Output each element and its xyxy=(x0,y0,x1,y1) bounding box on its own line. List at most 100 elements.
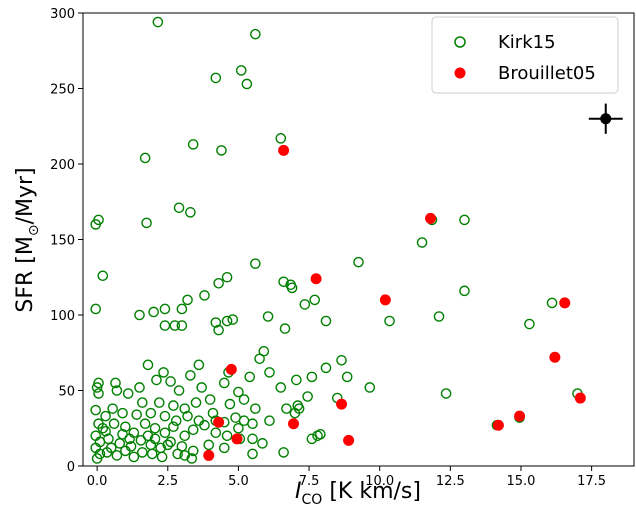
kirk15-point xyxy=(312,430,323,442)
brouillet05-point xyxy=(514,410,526,422)
x-tick-label: 2.5 xyxy=(157,474,178,489)
kirk15-point xyxy=(120,445,131,457)
x-tick-label: 5.0 xyxy=(228,474,249,489)
kirk15-point xyxy=(145,407,157,419)
kirk15-point xyxy=(151,374,162,386)
kirk15-point xyxy=(210,317,222,328)
kirk15-point xyxy=(185,370,196,381)
y-tick-label: 100 xyxy=(50,309,75,324)
legend-box xyxy=(431,16,619,94)
kirk15-point xyxy=(235,65,247,76)
kirk15-point xyxy=(105,442,117,454)
kirk15-point xyxy=(187,445,199,457)
kirk15-point xyxy=(353,256,364,268)
kirk15-point xyxy=(275,133,287,144)
y-tick-label: 300 xyxy=(50,7,75,22)
kirk15-point xyxy=(159,320,171,331)
kirk15-point xyxy=(134,382,145,393)
kirk15-point xyxy=(210,427,222,439)
kirk15-point xyxy=(218,377,230,389)
kirk15-point xyxy=(203,439,215,451)
x-tick-label: 0.0 xyxy=(87,474,108,489)
legend-label-kirk15: Kirk15 xyxy=(498,32,556,53)
legend-label-brouillet05: Brouillet05 xyxy=(498,63,596,84)
kirk15-point xyxy=(218,442,230,454)
kirk15-point xyxy=(320,315,332,327)
kirk15-point xyxy=(224,398,236,410)
kirk15-point xyxy=(233,422,244,434)
legend: Kirk15 Brouillet05 xyxy=(431,16,619,94)
x-tick-label: 7.5 xyxy=(299,474,320,489)
kirk15-point xyxy=(97,270,109,282)
kirk15-point xyxy=(199,290,210,301)
kirk15-point xyxy=(459,214,470,226)
kirk15-point xyxy=(165,436,176,448)
kirk15-point xyxy=(302,391,313,402)
x-tick-label: 17.5 xyxy=(577,474,606,489)
kirk15-point xyxy=(257,438,268,449)
x-axis-title: ICO [K km/s] xyxy=(295,479,421,508)
kirk15-point xyxy=(162,439,174,451)
kirk15-point xyxy=(546,297,558,309)
brouillet05-point xyxy=(336,398,348,410)
kirk15-point xyxy=(320,362,332,374)
kirk15-point xyxy=(111,385,123,396)
kirk15-point xyxy=(110,377,121,389)
kirk15-point xyxy=(128,451,140,463)
kirk15-point xyxy=(299,299,311,310)
kirk15-point xyxy=(250,28,261,40)
kirk15-point xyxy=(168,400,179,411)
y-tick-label: 0 xyxy=(67,460,75,475)
y-tick-label: 50 xyxy=(58,385,75,400)
kirk15-point xyxy=(233,386,244,398)
kirk15-point xyxy=(187,139,199,150)
kirk15-point xyxy=(186,453,198,464)
kirk15-point xyxy=(179,450,191,461)
kirk15-point xyxy=(142,430,154,442)
kirk15-point xyxy=(137,447,148,458)
kirk15-point xyxy=(244,371,256,383)
kirk15-point xyxy=(289,407,301,419)
kirk15-point xyxy=(250,258,261,269)
kirk15-point xyxy=(182,410,193,422)
kirk15-point xyxy=(185,207,196,218)
kirk15-point xyxy=(281,403,292,414)
kirk15-point xyxy=(364,382,376,393)
series-group xyxy=(90,16,586,464)
kirk15-point xyxy=(149,422,161,434)
legend-marker-brouillet05 xyxy=(454,67,466,79)
brouillet05-point xyxy=(278,144,290,156)
kirk15-point xyxy=(292,400,304,411)
kirk15-point xyxy=(152,16,164,28)
kirk15-point xyxy=(111,450,123,461)
kirk15-point xyxy=(278,276,289,288)
kirk15-point xyxy=(176,303,188,315)
kirk15-point xyxy=(341,371,353,383)
kirk15-point xyxy=(90,303,102,315)
kirk15-point xyxy=(93,377,104,389)
kirk15-point xyxy=(168,421,179,433)
x-tick-label: 10.0 xyxy=(365,474,394,489)
kirk15-point xyxy=(210,72,222,84)
kirk15-point xyxy=(250,403,261,414)
kirk15-point xyxy=(93,388,104,399)
kirk15-point xyxy=(247,433,258,445)
kirk15-point xyxy=(172,448,183,460)
brouillet05-point xyxy=(310,273,322,285)
kirk15-point xyxy=(247,448,258,460)
series-brouillet05 xyxy=(203,144,586,461)
brouillet05-point xyxy=(379,294,391,306)
kirk15-point xyxy=(279,323,291,334)
kirk15-point xyxy=(142,359,154,371)
kirk15-point xyxy=(170,415,182,427)
kirk15-point xyxy=(187,424,199,436)
brouillet05-point xyxy=(574,392,586,404)
y-tick-label: 150 xyxy=(50,234,75,249)
error-bar-group xyxy=(588,103,623,134)
kirk15-point xyxy=(156,451,168,463)
kirk15-point xyxy=(159,427,171,439)
brouillet05-point xyxy=(559,297,571,309)
brouillet05-point xyxy=(549,351,561,363)
kirk15-point xyxy=(90,404,102,416)
